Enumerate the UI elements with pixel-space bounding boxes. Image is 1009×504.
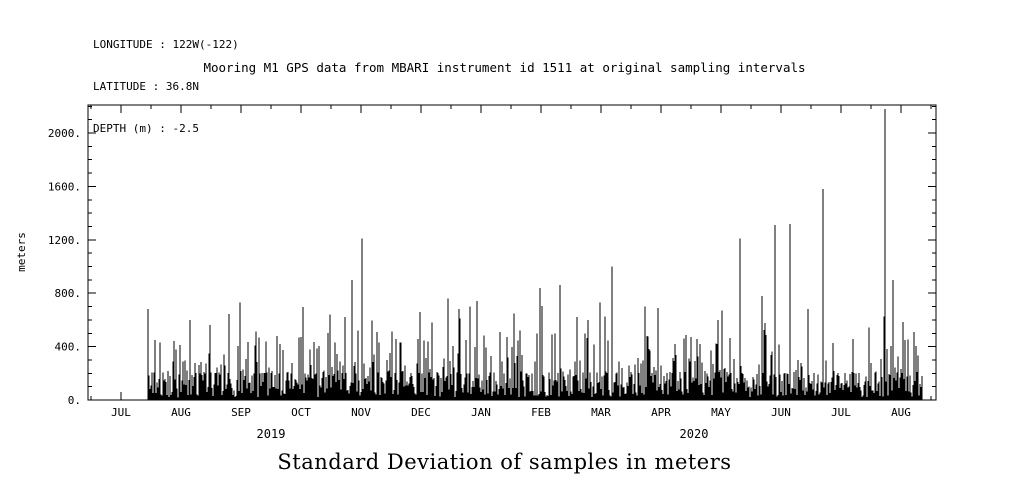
svg-text:2019: 2019 [257, 427, 286, 441]
svg-text:AUG: AUG [891, 406, 911, 419]
svg-text:JUN: JUN [771, 406, 791, 419]
y-axis-title: meters [15, 232, 28, 272]
svg-text:SEP: SEP [231, 406, 251, 419]
longitude-label: LONGITUDE : 122W(-122) [93, 38, 239, 51]
svg-text:400.: 400. [55, 341, 82, 354]
svg-text:JUL: JUL [111, 406, 131, 419]
chart-title: Mooring M1 GPS data from MBARI instrumen… [203, 60, 806, 75]
x-month-labels: JUL AUG SEP OCT NOV DEC JAN FEB MAR APR MAY JUN JUL A… [111, 406, 911, 419]
svg-text:2020: 2020 [680, 427, 709, 441]
year-labels: 2019 2020 [257, 427, 709, 441]
station-metadata: LONGITUDE : 122W(-122) LATITUDE : 36.8N … [93, 10, 239, 164]
y-tick-labels: 0. 400. 800. 1200. 1600. 2000. [48, 127, 81, 407]
svg-text:1600.: 1600. [48, 180, 81, 193]
svg-text:JAN: JAN [471, 406, 491, 419]
svg-text:FEB: FEB [531, 406, 551, 419]
svg-text:OCT: OCT [291, 406, 311, 419]
depth-label: DEPTH (m) : -2.5 [93, 122, 199, 135]
latitude-label: LATITUDE : 36.8N [93, 80, 199, 93]
svg-text:APR: APR [651, 406, 671, 419]
svg-text:DEC: DEC [411, 406, 431, 419]
svg-text:JUL: JUL [831, 406, 851, 419]
chart-caption: Standard Deviation of samples in meters [277, 450, 732, 474]
data-series [147, 109, 923, 400]
svg-text:2000.: 2000. [48, 127, 81, 140]
svg-text:800.: 800. [55, 287, 82, 300]
svg-text:MAY: MAY [711, 406, 731, 419]
svg-text:1200.: 1200. [48, 234, 81, 247]
svg-text:AUG: AUG [171, 406, 191, 419]
svg-text:MAR: MAR [591, 406, 611, 419]
svg-text:0.: 0. [68, 394, 81, 407]
svg-text:NOV: NOV [351, 406, 371, 419]
